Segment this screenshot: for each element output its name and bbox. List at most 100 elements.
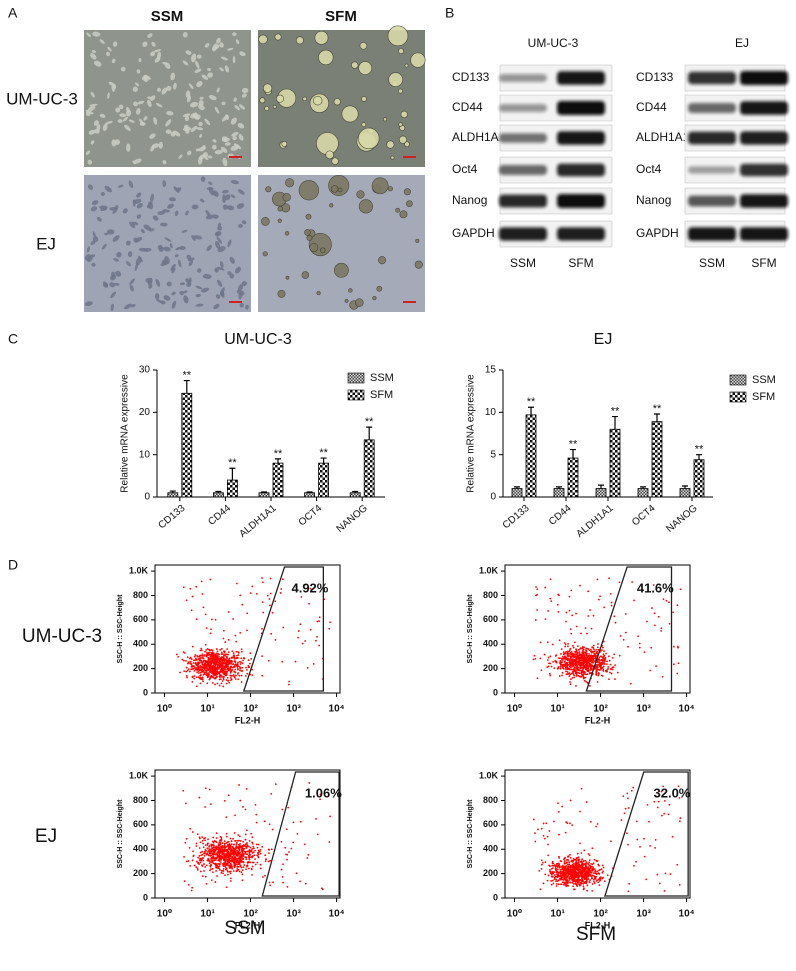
event-dot — [246, 847, 248, 849]
event-dot — [550, 873, 552, 875]
blot-band — [499, 227, 547, 240]
event-dot — [646, 621, 648, 623]
event-dot — [226, 849, 228, 851]
x-tick-label: 10¹ — [550, 909, 565, 920]
event-dot — [224, 671, 226, 673]
event-dot — [613, 653, 615, 655]
event-dot — [233, 655, 235, 657]
event-dot — [571, 654, 573, 656]
event-dot — [242, 879, 244, 881]
event-dot — [219, 842, 221, 844]
event-dot — [214, 854, 216, 856]
event-dot — [216, 845, 218, 847]
sphere — [345, 299, 348, 302]
event-dot — [599, 878, 601, 880]
event-dot — [590, 649, 592, 651]
event-dot — [228, 853, 230, 855]
event-dot — [597, 864, 599, 866]
event-dot — [211, 848, 213, 850]
event-dot — [543, 882, 545, 884]
event-dot — [594, 878, 596, 880]
event-dot — [250, 833, 252, 835]
event-dot — [552, 862, 554, 864]
event-dot — [592, 656, 594, 658]
event-dot — [565, 666, 567, 668]
y-tick-label: 400 — [483, 639, 498, 649]
event-dot — [586, 653, 588, 655]
event-dot — [297, 833, 299, 835]
event-dot — [239, 871, 241, 873]
event-dot — [245, 856, 247, 858]
sphere — [278, 219, 282, 223]
panel-label: C — [8, 331, 18, 347]
y-tick-label: 800 — [133, 590, 148, 600]
event-dot — [669, 804, 671, 806]
event-dot — [595, 826, 597, 828]
event-dot — [580, 852, 582, 854]
event-dot — [197, 862, 199, 864]
event-dot — [252, 852, 254, 854]
event-dot — [572, 661, 574, 663]
event-dot — [207, 676, 209, 678]
event-dot — [237, 651, 239, 653]
event-dot — [198, 668, 200, 670]
event-dot — [536, 588, 538, 590]
blot-band — [557, 194, 605, 208]
event-dot — [251, 836, 253, 838]
event-dot — [214, 664, 216, 666]
error-bar — [184, 381, 190, 394]
blot-marker: GAPDH — [452, 226, 495, 240]
event-dot — [584, 872, 586, 874]
event-dot — [552, 867, 554, 869]
gate-percentage: 4.92% — [291, 580, 328, 595]
event-dot — [593, 881, 595, 883]
event-dot — [665, 873, 667, 875]
event-dot — [218, 863, 220, 865]
event-dot — [243, 864, 245, 866]
event-dot — [202, 854, 204, 856]
event-dot — [190, 663, 192, 665]
event-dot — [553, 667, 555, 669]
event-dot — [225, 674, 227, 676]
y-axis-label: SSC-H :: SSC-Height — [117, 594, 124, 664]
event-dot — [588, 653, 590, 655]
event-dot — [218, 656, 220, 658]
event-dot — [602, 647, 604, 649]
event-dot — [202, 860, 204, 862]
event-dot — [565, 866, 567, 868]
event-dot — [570, 678, 572, 680]
event-dot — [611, 673, 613, 675]
error-bar — [654, 414, 660, 422]
event-dot — [572, 885, 574, 887]
event-dot — [575, 881, 577, 883]
y-tick-label: 10 — [139, 449, 151, 460]
y-tick-label: 20 — [139, 407, 151, 418]
event-dot — [604, 880, 606, 882]
event-dot — [238, 675, 240, 677]
bar — [273, 463, 283, 497]
sphere — [282, 141, 287, 146]
event-dot — [606, 669, 608, 671]
event-dot — [679, 817, 681, 819]
blot-band — [499, 104, 547, 112]
event-dot — [579, 585, 581, 587]
y-tick-label: 800 — [483, 590, 498, 600]
event-dot — [190, 668, 192, 670]
event-dot — [246, 669, 248, 671]
event-dot — [239, 836, 241, 838]
event-dot — [679, 820, 681, 822]
event-dot — [206, 627, 208, 629]
error-bar — [229, 468, 235, 480]
event-dot — [582, 863, 584, 865]
sphere — [405, 142, 410, 147]
event-dot — [282, 876, 284, 878]
event-dot — [223, 868, 225, 870]
event-dot — [608, 678, 610, 680]
event-dot — [627, 646, 629, 648]
event-dot — [534, 655, 536, 657]
event-dot — [295, 661, 297, 663]
event-dot — [328, 628, 330, 630]
event-dot — [241, 861, 243, 863]
event-dot — [260, 849, 262, 851]
